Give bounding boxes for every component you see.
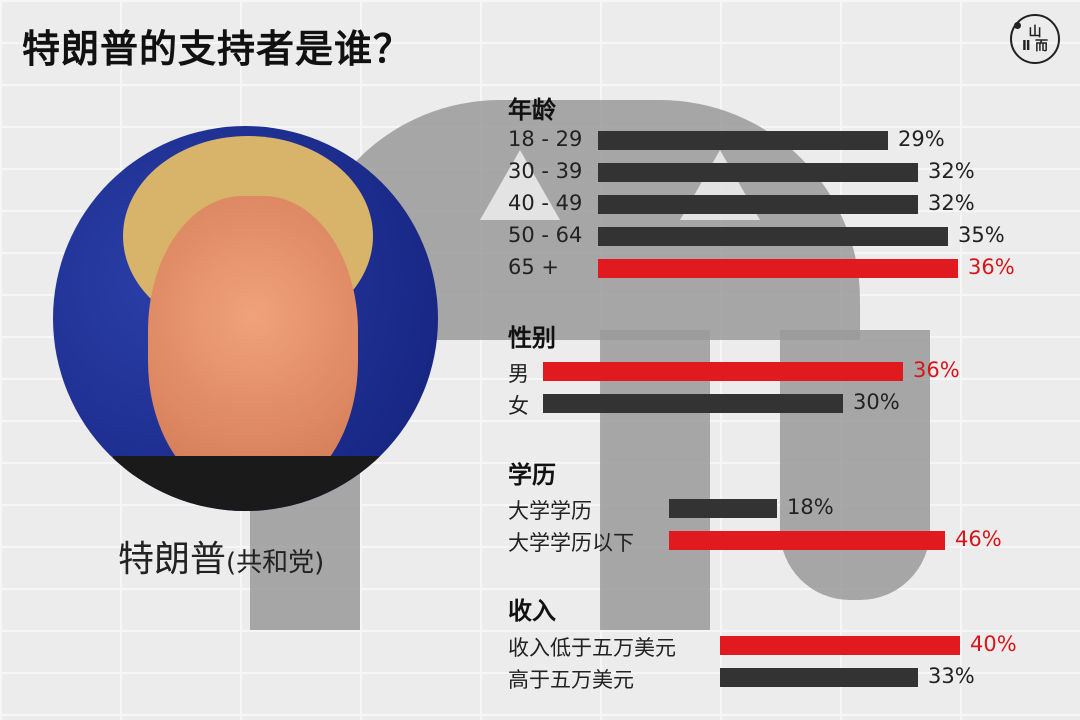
bar bbox=[669, 531, 945, 550]
category-label: 大学学历以下 bbox=[508, 531, 634, 555]
value-label: 18% bbox=[787, 495, 834, 519]
category-label: 男 bbox=[508, 362, 529, 386]
bar bbox=[598, 227, 948, 246]
category-label: 高于五万美元 bbox=[508, 668, 634, 692]
value-label: 40% bbox=[970, 632, 1017, 656]
value-label: 32% bbox=[928, 191, 975, 215]
bar bbox=[543, 362, 903, 381]
group-title: 性别 bbox=[508, 324, 556, 352]
category-label: 40 - 49 bbox=[508, 191, 583, 215]
bar bbox=[720, 636, 960, 655]
bar bbox=[598, 259, 958, 278]
bar bbox=[720, 668, 918, 687]
candidate-photo bbox=[53, 126, 438, 511]
bar bbox=[543, 394, 843, 413]
category-label: 大学学历 bbox=[508, 499, 592, 523]
group-title: 收入 bbox=[508, 597, 556, 625]
bar bbox=[669, 499, 777, 518]
bar bbox=[598, 163, 918, 182]
value-label: 30% bbox=[853, 390, 900, 414]
category-label: 30 - 39 bbox=[508, 159, 583, 183]
value-label: 35% bbox=[958, 223, 1005, 247]
value-label: 46% bbox=[955, 527, 1002, 551]
category-label: 50 - 64 bbox=[508, 223, 583, 247]
bar bbox=[598, 195, 918, 214]
candidate-caption: 特朗普(共和党) bbox=[118, 539, 325, 580]
value-label: 36% bbox=[913, 358, 960, 382]
page-title: 特朗普的支持者是谁？ bbox=[22, 27, 413, 71]
star-shape bbox=[480, 150, 560, 220]
category-label: 65 + bbox=[508, 255, 559, 279]
value-label: 33% bbox=[928, 664, 975, 688]
category-label: 收入低于五万美元 bbox=[508, 636, 676, 660]
category-label: 女 bbox=[508, 394, 529, 418]
category-label: 18 - 29 bbox=[508, 127, 583, 151]
group-title: 年龄 bbox=[508, 96, 556, 124]
value-label: 29% bbox=[898, 127, 945, 151]
group-title: 学历 bbox=[508, 461, 556, 489]
value-label: 32% bbox=[928, 159, 975, 183]
bar bbox=[598, 131, 888, 150]
value-label: 36% bbox=[968, 255, 1015, 279]
